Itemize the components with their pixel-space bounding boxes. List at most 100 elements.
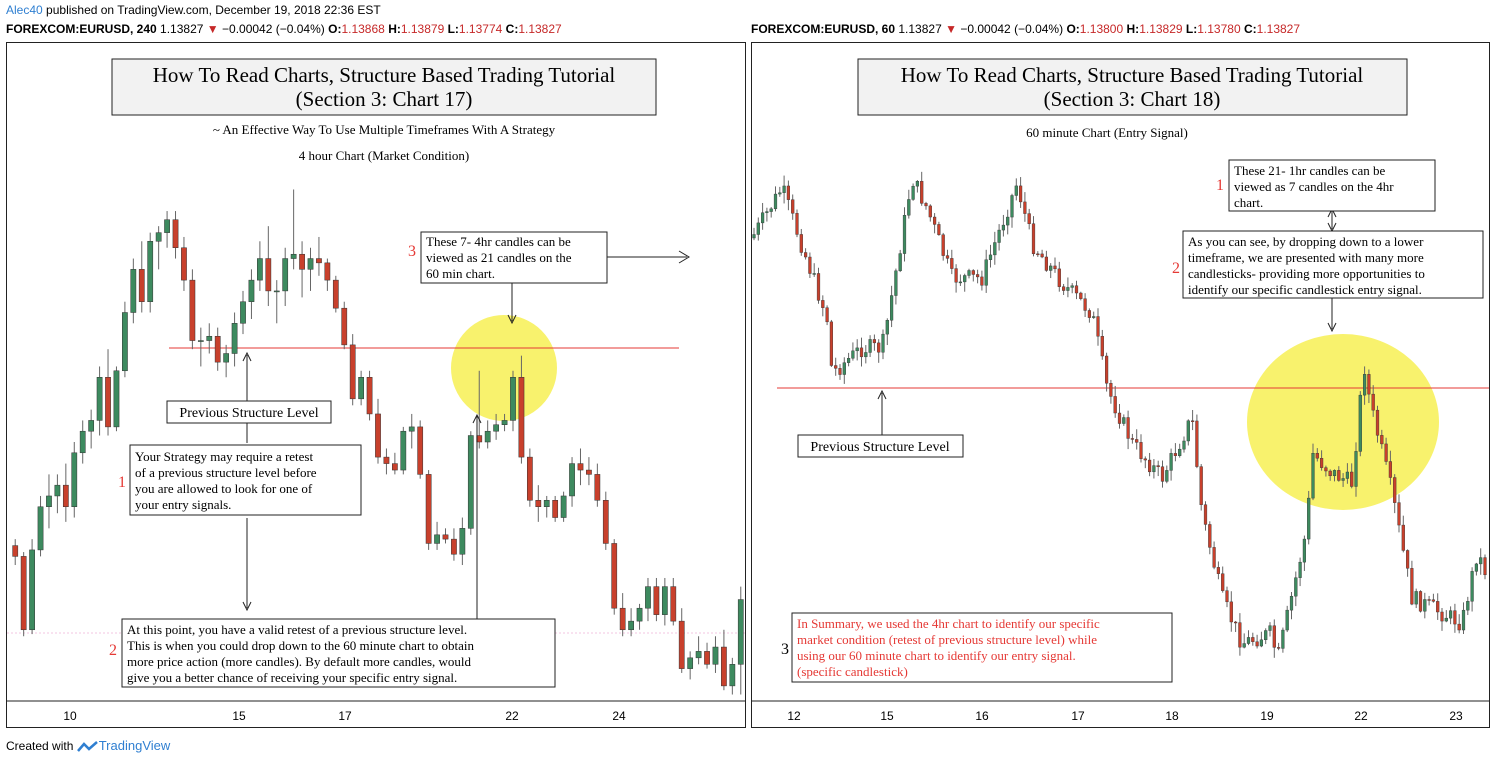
candle [1212, 541, 1216, 570]
candle [1401, 515, 1405, 553]
candle [628, 608, 634, 637]
candle [1470, 567, 1474, 612]
note1-box [1228, 159, 1436, 212]
candle [885, 318, 889, 346]
low-left: 1.13774 [458, 22, 503, 36]
chart-panel-right[interactable]: 12 15 16 17 18 19 22 23 How To Read Charts, Str… [751, 42, 1490, 728]
candle [760, 202, 765, 230]
chart-title-line1: How To Read Charts, Structure Based Trad… [153, 63, 616, 87]
candle [773, 186, 778, 212]
x-tick-label: 22 [505, 709, 519, 723]
symbol-left[interactable]: FOREXCOM:EURUSD, 240 [6, 22, 157, 36]
candle [265, 226, 272, 307]
candle [1341, 473, 1345, 487]
candle [467, 431, 474, 535]
arrowhead-icon [507, 314, 517, 325]
candle [442, 528, 449, 544]
note2-text: As you can see, by dropping down to a lo… [1188, 234, 1428, 297]
candle [1143, 456, 1147, 469]
note2-box [121, 618, 556, 688]
x-tick-label: 17 [338, 709, 352, 723]
candle [1453, 603, 1457, 633]
note1-text: These 21- 1hr candles can be viewed as 7… [1234, 163, 1397, 210]
chart-panel-left[interactable]: 10 15 17 22 24 How To Read Charts, Structure… [6, 42, 746, 728]
change-left: −0.00042 (−0.04%) [222, 22, 325, 36]
arrowhead-icon [242, 351, 252, 362]
down-arrow-icon: ▼ [206, 22, 219, 36]
publisher-line: Alec40 published on TradingView.com, Dec… [6, 3, 381, 17]
candle [889, 285, 894, 328]
candle [1062, 283, 1066, 295]
title-box [857, 58, 1408, 116]
arrowhead-icon [877, 389, 887, 400]
candle [1070, 283, 1074, 294]
candle [984, 249, 988, 293]
candle [1423, 592, 1427, 619]
candle [704, 642, 710, 669]
candle [29, 539, 35, 635]
candle [54, 474, 61, 514]
candle [299, 241, 305, 298]
tradingview-link[interactable]: TradingView [98, 738, 171, 753]
candle [894, 268, 898, 305]
candle [552, 495, 559, 522]
candle [206, 323, 213, 354]
author-link[interactable]: Alec40 [6, 3, 43, 17]
ohlc-line-left: FOREXCOM:EURUSD, 240 1.13827 ▼ −0.00042 … [6, 22, 562, 36]
candle [859, 337, 864, 367]
candle [812, 263, 816, 277]
candle [980, 270, 984, 291]
candle [1100, 329, 1104, 360]
candle [1195, 414, 1199, 469]
candle [1156, 460, 1160, 477]
candle [493, 413, 499, 440]
x-tick-label: 15 [232, 709, 246, 723]
arrowhead-icon [1327, 322, 1337, 333]
candle [619, 593, 626, 637]
candle [804, 248, 808, 260]
candle [782, 175, 786, 204]
candle [795, 209, 799, 238]
candle [1337, 466, 1341, 482]
candle [769, 207, 773, 218]
candle [636, 603, 643, 630]
note3-box [791, 612, 1173, 683]
candle [846, 352, 851, 367]
chart-title-line1: How To Read Charts, Structure Based Trad… [901, 63, 1364, 87]
candle [257, 241, 263, 291]
candle [1122, 414, 1126, 426]
candle [765, 207, 769, 222]
candle [1375, 405, 1380, 443]
candle [1113, 385, 1117, 418]
candle [868, 335, 872, 358]
candle [1096, 308, 1100, 346]
candle [1449, 606, 1453, 625]
candle [130, 258, 137, 324]
candle [408, 413, 415, 449]
candle [12, 539, 19, 566]
candle [1160, 460, 1165, 488]
symbol-right[interactable]: FOREXCOM:EURUSD, 60 [751, 22, 896, 36]
candle [1092, 311, 1096, 319]
step-number-3: 3 [408, 243, 416, 260]
candle [138, 241, 145, 313]
candle [96, 366, 103, 436]
candle [20, 552, 27, 637]
candle [383, 448, 390, 475]
candle [1418, 590, 1423, 613]
candle [1461, 602, 1466, 634]
candle [920, 171, 924, 206]
candle [197, 327, 204, 367]
x-tick-label: 22 [1354, 709, 1368, 723]
candle [240, 290, 246, 335]
candle [1268, 622, 1272, 637]
candle [721, 629, 727, 691]
candle [945, 249, 950, 264]
candle [1315, 448, 1319, 462]
close-left: 1.13827 [518, 22, 562, 36]
candle [543, 495, 550, 518]
candle [1483, 554, 1487, 580]
candle [122, 301, 128, 378]
created-with: Created with [6, 739, 74, 753]
candle [687, 651, 694, 680]
